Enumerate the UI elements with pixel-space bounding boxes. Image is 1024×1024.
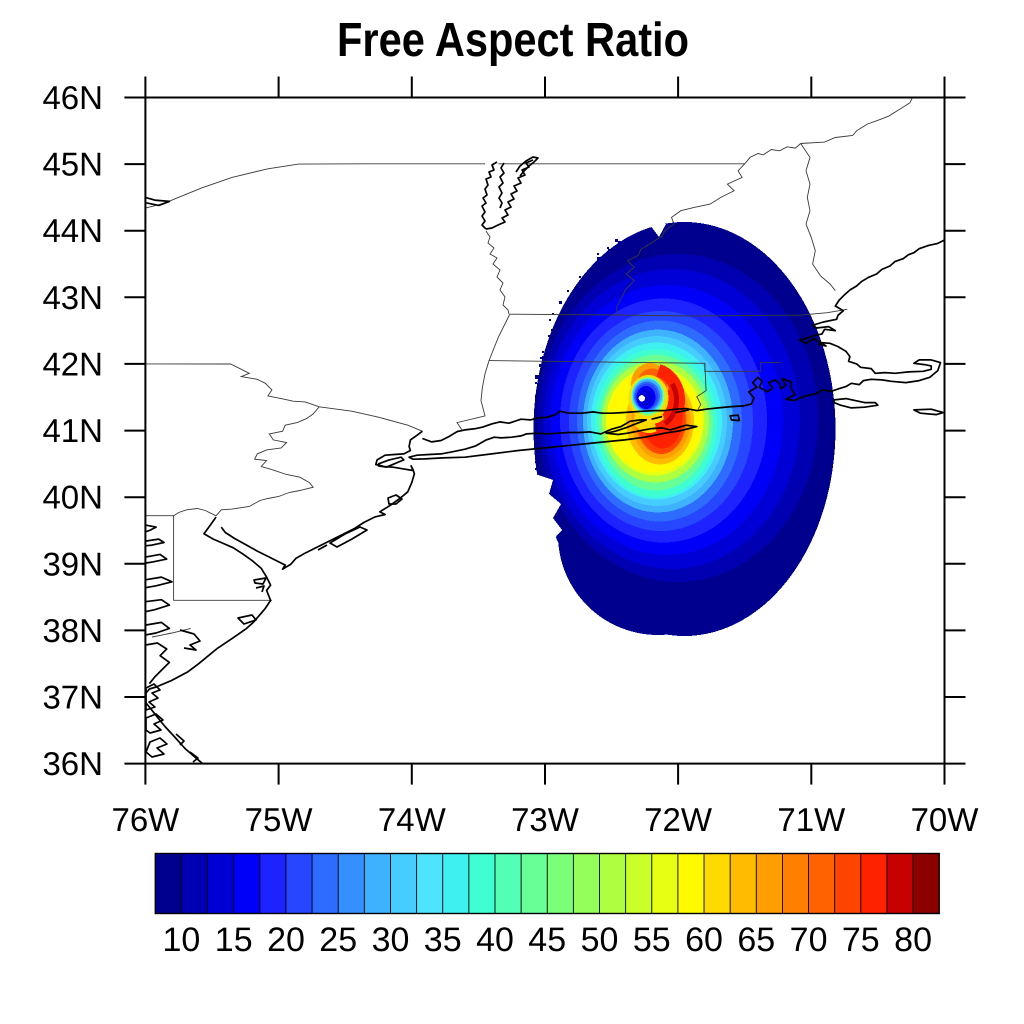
svg-text:46N: 46N	[42, 79, 103, 116]
svg-text:73W: 73W	[511, 801, 580, 838]
svg-text:15: 15	[215, 921, 253, 959]
svg-text:41N: 41N	[42, 412, 103, 449]
svg-text:40N: 40N	[42, 479, 103, 516]
svg-text:43N: 43N	[42, 279, 103, 316]
svg-text:45N: 45N	[42, 146, 103, 183]
svg-text:44N: 44N	[42, 212, 103, 249]
svg-text:60: 60	[685, 921, 723, 959]
svg-text:45: 45	[528, 921, 566, 959]
svg-text:70W: 70W	[911, 801, 980, 838]
svg-text:80: 80	[894, 921, 932, 959]
svg-text:50: 50	[581, 921, 619, 959]
svg-text:25: 25	[319, 921, 357, 959]
svg-text:72W: 72W	[644, 801, 713, 838]
svg-text:55: 55	[633, 921, 671, 959]
svg-text:40: 40	[476, 921, 514, 959]
svg-text:30: 30	[372, 921, 410, 959]
svg-text:37N: 37N	[42, 679, 103, 716]
svg-text:35: 35	[424, 921, 462, 959]
svg-text:75: 75	[842, 921, 880, 959]
svg-text:75W: 75W	[245, 801, 314, 838]
svg-text:38N: 38N	[42, 612, 103, 649]
svg-text:Free Aspect Ratio: Free Aspect Ratio	[337, 14, 689, 67]
svg-text:76W: 76W	[111, 801, 180, 838]
svg-text:36N: 36N	[42, 745, 103, 782]
svg-text:74W: 74W	[378, 801, 447, 838]
svg-text:20: 20	[267, 921, 305, 959]
svg-text:39N: 39N	[42, 545, 103, 582]
svg-text:10: 10	[162, 921, 200, 959]
svg-text:42N: 42N	[42, 345, 103, 382]
svg-text:71W: 71W	[777, 801, 846, 838]
svg-text:65: 65	[737, 921, 775, 959]
svg-text:70: 70	[790, 921, 828, 959]
